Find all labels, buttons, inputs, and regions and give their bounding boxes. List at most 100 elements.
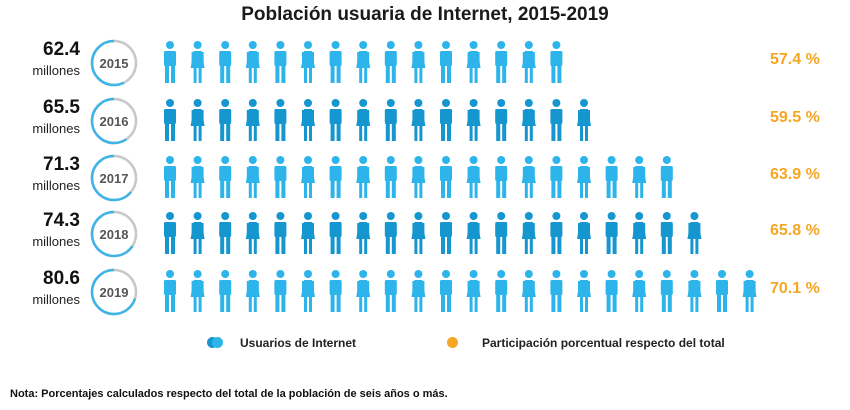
users-unit: millones <box>32 121 80 136</box>
row-2017: 71.3 millones 63.9 % 2017 <box>0 150 850 206</box>
person-icons <box>164 41 563 83</box>
person-male-icon <box>440 41 452 83</box>
person-female-icon <box>245 99 260 141</box>
person-female-icon <box>190 99 205 141</box>
users-unit: millones <box>32 63 80 78</box>
person-female-icon <box>687 212 702 254</box>
person-female-icon <box>301 99 315 141</box>
person-female-icon <box>466 99 481 141</box>
person-female-icon <box>356 156 371 198</box>
row-2018: 74.3 millones 65.8 % 2018 <box>0 206 850 262</box>
person-male-icon <box>329 156 342 198</box>
year-ring: 2017 <box>90 154 138 202</box>
person-female-icon <box>687 270 702 312</box>
person-male-icon <box>164 99 176 141</box>
percent-label: 57.4 % <box>770 51 820 68</box>
person-female-icon <box>356 99 371 141</box>
person-male-icon <box>550 99 563 141</box>
person-male-icon <box>384 212 397 254</box>
person-female-icon <box>466 156 481 198</box>
year-ring: 2018 <box>90 210 138 258</box>
person-male-icon <box>716 270 728 312</box>
person-female-icon <box>411 99 426 141</box>
person-male-icon <box>495 99 508 141</box>
person-icons <box>164 270 757 312</box>
footnote: Nota: Porcentajes calculados respecto de… <box>10 388 448 400</box>
row-2016: 65.5 millones 59.5 % 2016 <box>0 93 850 149</box>
person-male-icon <box>219 212 232 254</box>
users-value: 65.5 <box>43 97 80 118</box>
person-female-icon <box>245 41 260 83</box>
person-female-icon <box>577 270 591 312</box>
person-female-icon <box>521 99 536 141</box>
percent-label: 65.8 % <box>770 222 820 239</box>
year-ring: 2015 <box>90 39 138 87</box>
year-label: 2015 <box>100 56 129 71</box>
percent-label: 63.9 % <box>770 166 820 183</box>
person-female-icon <box>632 212 647 254</box>
year-label: 2017 <box>100 171 129 186</box>
person-male-icon <box>440 212 452 254</box>
person-female-icon <box>632 270 647 312</box>
person-female-icon <box>411 41 426 83</box>
year-ring-arc <box>90 97 138 145</box>
person-male-icon <box>440 270 452 312</box>
person-male-icon <box>384 99 397 141</box>
person-male-icon <box>550 270 563 312</box>
person-female-icon <box>411 212 426 254</box>
person-female-icon <box>577 212 591 254</box>
year-ring-arc <box>90 268 138 316</box>
row-2019: 80.6 millones 70.1 % 2019 <box>0 264 850 320</box>
person-female-icon <box>356 41 371 83</box>
person-male-icon <box>329 99 342 141</box>
person-female-icon <box>577 99 591 141</box>
users-value: 62.4 <box>43 39 80 60</box>
person-female-icon <box>245 270 260 312</box>
person-male-icon <box>164 270 176 312</box>
person-male-icon <box>605 270 618 312</box>
person-male-icon <box>495 212 508 254</box>
year-label: 2016 <box>100 114 129 129</box>
person-female-icon <box>521 41 536 83</box>
person-female-icon <box>466 212 481 254</box>
person-female-icon <box>301 156 315 198</box>
users-unit: millones <box>32 178 80 193</box>
percent-label: 59.5 % <box>770 109 820 126</box>
person-male-icon <box>164 156 176 198</box>
person-male-icon <box>495 156 508 198</box>
person-female-icon <box>190 41 205 83</box>
person-male-icon <box>660 212 673 254</box>
users-unit: millones <box>32 292 80 307</box>
person-male-icon <box>384 270 397 312</box>
person-male-icon <box>550 212 563 254</box>
legend-users-icon <box>207 337 223 349</box>
person-male-icon <box>164 212 176 254</box>
person-female-icon <box>632 156 647 198</box>
person-male-icon <box>550 156 563 198</box>
person-male-icon <box>219 99 232 141</box>
year-ring: 2016 <box>90 97 138 145</box>
person-male-icon <box>495 41 508 83</box>
person-male-icon <box>219 156 232 198</box>
person-female-icon <box>301 270 315 312</box>
year-ring: 2019 <box>90 268 138 316</box>
person-female-icon <box>466 270 481 312</box>
person-male-icon <box>329 41 342 83</box>
person-female-icon <box>356 212 371 254</box>
person-male-icon <box>274 156 287 198</box>
person-female-icon <box>190 156 205 198</box>
person-female-icon <box>301 212 315 254</box>
person-male-icon <box>274 41 287 83</box>
legend-percent-label: Participación porcentual respecto del to… <box>482 336 725 350</box>
legend-users-label: Usuarios de Internet <box>240 336 357 350</box>
person-male-icon <box>329 212 342 254</box>
person-male-icon <box>274 212 287 254</box>
person-female-icon <box>245 212 260 254</box>
person-icons <box>164 212 702 254</box>
person-female-icon <box>742 270 757 312</box>
person-female-icon <box>521 212 536 254</box>
person-female-icon <box>301 41 315 83</box>
person-male-icon <box>605 156 618 198</box>
year-label: 2018 <box>100 227 129 242</box>
person-female-icon <box>190 212 205 254</box>
